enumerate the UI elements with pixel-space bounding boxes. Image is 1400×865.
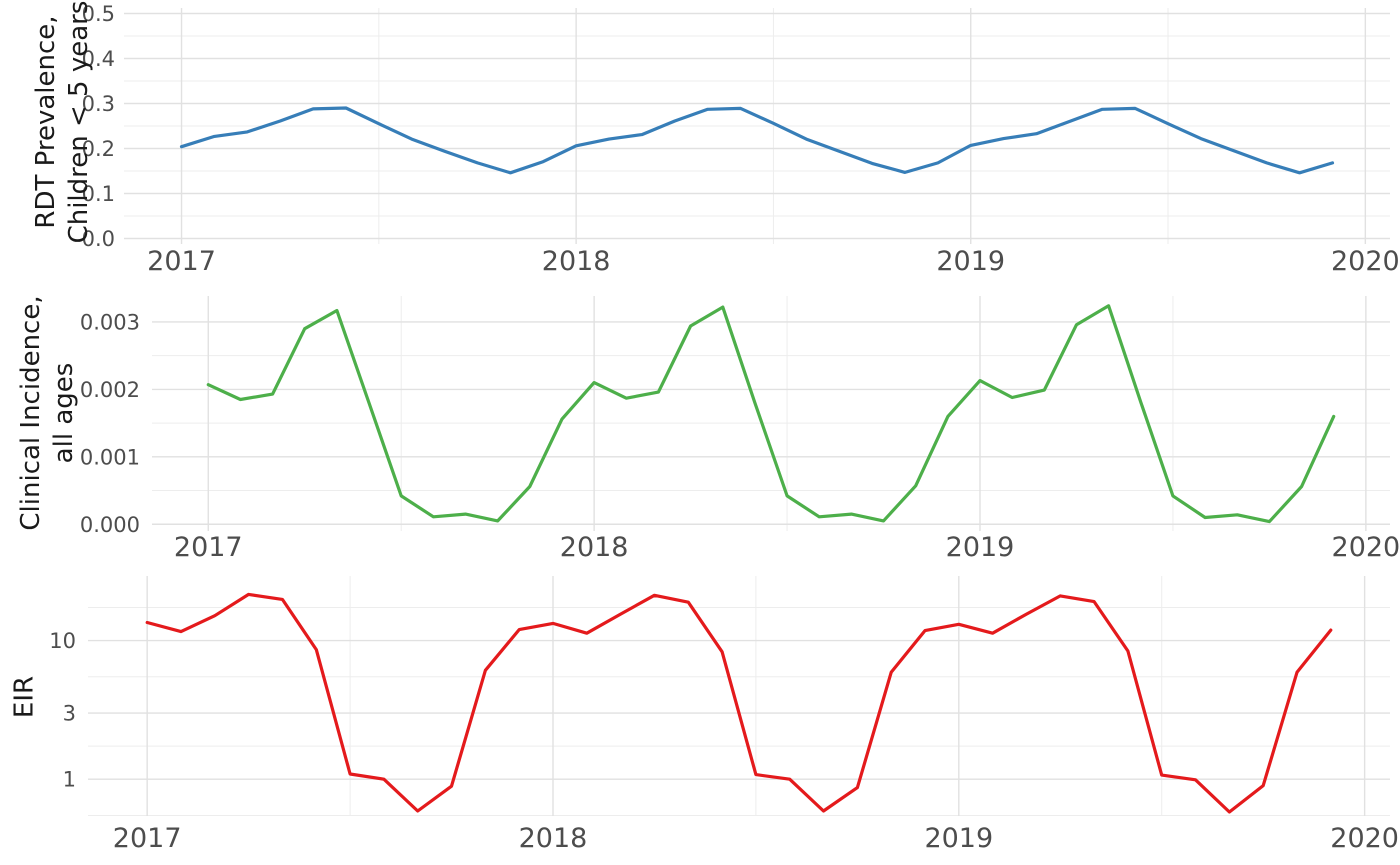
x-tick-label: 2017 [147,246,216,277]
x-tick-label: 2019 [924,823,993,854]
y-tick-label: 0.003 [80,310,140,334]
y-tick-label: 0.4 [82,47,115,71]
y-tick-label: 0.002 [80,378,140,402]
panel-eir: 1 3 10 2017 2018 2019 2020 [49,576,1399,854]
y-axis-title-line: RDT Prevalence, [31,15,61,229]
x-tick-label: 2020 [1332,532,1400,563]
x-tick-label: 2020 [1331,246,1400,277]
x-tick-label: 2018 [542,246,611,277]
series-line-rdt_prevalence [179,106,1335,175]
x-tick-label: 2017 [174,532,243,563]
x-tick-label: 2017 [113,823,182,854]
series-line-clinical_incidence [206,304,1336,524]
y-tick-label: 0.0 [82,227,115,251]
y-tick-label: 0.5 [82,2,115,26]
y-tick-label: 3 [63,702,76,726]
y-axis-title-eir: EIR [9,676,42,718]
y-tick-label: 0.2 [82,137,115,161]
x-tick-label: 2018 [560,532,629,563]
panel-clinical_incidence: 0.000 0.001 0.002 0.003 2017 2018 2019 2020 [80,296,1400,563]
y-axis-title-line: EIR [9,675,40,719]
x-tick-label: 2018 [519,823,588,854]
x-tick-label: 2019 [936,246,1005,277]
y-tick-label: 0.1 [82,182,115,206]
y-axis-title-clinical-incidence: Clinical Incidence, all ages [15,295,81,530]
y-axis-title-line: all ages [49,362,79,464]
panel-rdt_prevalence: 0.0 0.1 0.2 0.3 0.4 0.5 2017 2018 2019 2020 [82,2,1400,277]
x-tick-label: 2019 [946,532,1015,563]
y-tick-label: 1 [63,768,76,792]
y-tick-label: 0.001 [80,445,140,469]
y-axis-title-rdt-prevalence: RDT Prevalence, Children < 5 years [30,1,96,244]
y-axis-title-line: Children < 5 years [64,0,94,244]
y-tick-label: 0.3 [82,92,115,116]
y-tick-label: 10 [49,629,76,653]
y-tick-label: 0.000 [80,513,140,537]
x-tick-label: 2020 [1330,823,1399,854]
series-line-eir [145,592,1333,814]
y-axis-title-line: Clinical Incidence, [16,295,46,531]
